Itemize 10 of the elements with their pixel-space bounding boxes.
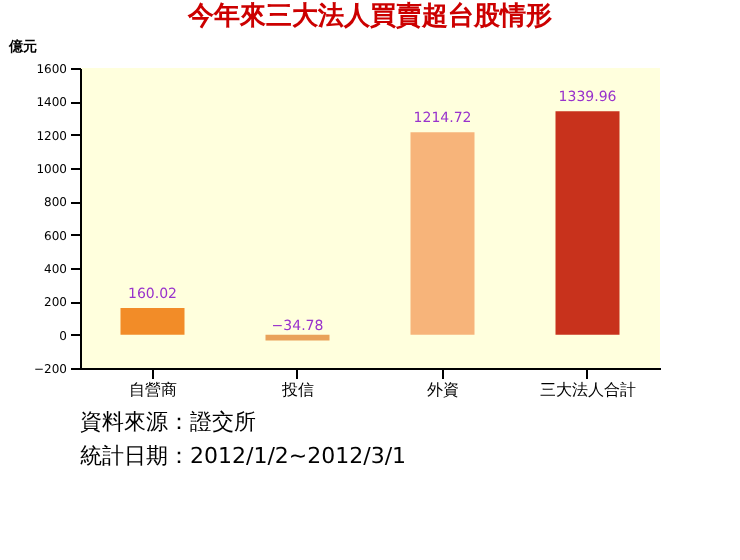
bar — [555, 111, 620, 335]
text: 統計日期：2012/1/2~2012/3/1 — [80, 443, 407, 469]
chart-title: 今年來三大法人買賣超台股情形 — [186, 0, 552, 32]
source-note: 資料來源：證交所 — [80, 409, 256, 435]
x-tick-label: 投信 — [279, 381, 314, 399]
bar — [120, 308, 185, 335]
x-tick-label: 外資 — [426, 381, 459, 399]
x-tick-label: 三大法人合計 — [539, 381, 636, 399]
bar — [410, 132, 475, 335]
x-tick-label: 自營商 — [128, 381, 177, 399]
